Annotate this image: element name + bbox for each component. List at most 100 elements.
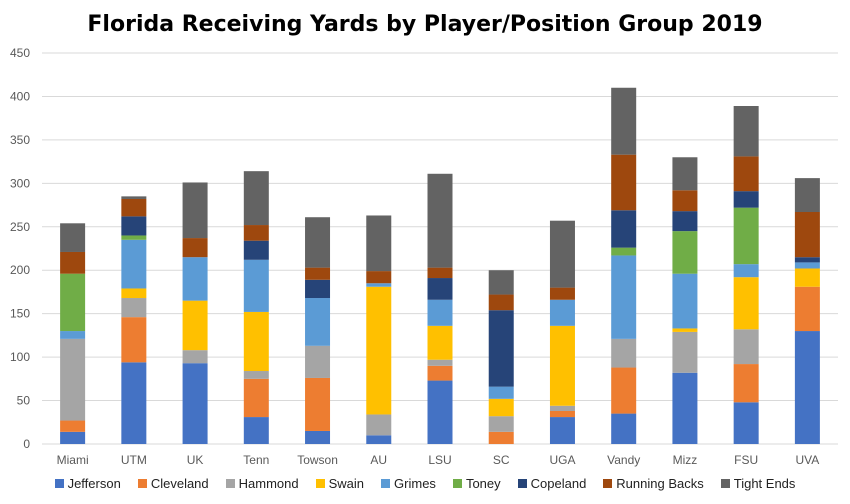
chart-title: Florida Receiving Yards by Player/Positi… [87,12,763,37]
bar-segment [794,331,820,444]
bar-segment [733,207,759,265]
bar-segment [611,338,637,368]
bar-segment [427,380,453,444]
bar-segment [488,416,514,432]
bar-segment [549,220,575,288]
bar-segment [243,371,269,379]
bar-segment [60,223,86,252]
legend-label: Hammond [238,476,299,491]
bar-segment [733,277,759,330]
x-tick-label: Tenn [243,453,269,467]
y-tick-label: 400 [10,89,30,103]
y-tick-label: 300 [10,176,30,190]
bar-segment [611,255,637,339]
x-tick-label: Mizz [673,453,698,467]
bar-segment [549,405,575,411]
legend-item: Hammond [225,476,299,491]
bar-segment [182,238,208,258]
legend-swatch [517,479,527,488]
legend-item: Copeland [517,476,586,491]
bar-segment [305,267,331,280]
legend-swatch [137,479,147,488]
bar-segment [611,413,637,444]
legend-swatch [54,479,64,488]
bar-segment [121,362,147,444]
legend-label: Tight Ends [733,476,796,491]
bar-segment [672,331,698,373]
bar-segment [305,217,331,268]
x-tick-label: UK [187,453,204,467]
bar-segment [427,173,453,268]
legend-label: Running Backs [616,476,704,491]
bar-segment [611,210,637,248]
bar-segment [733,329,759,365]
bar-segment [305,345,331,378]
bar-segment [243,225,269,241]
bar-segment [366,435,392,444]
x-tick-label: FSU [734,453,758,467]
bar-segment [427,365,453,381]
bar-segment [121,288,147,299]
bar-segment [794,212,820,258]
bar-segment [182,363,208,444]
bar-segment [305,298,331,346]
bar-segment [549,417,575,444]
bar-segment [121,198,147,217]
bar-segment [794,262,820,269]
bar-segment [121,196,147,199]
x-tick-label: Vandy [607,453,640,467]
legend-label: Swain [328,476,365,491]
legend-item: Grimes [381,476,436,491]
bar-segment [366,283,392,287]
bar-segment [366,414,392,436]
y-tick-label: 100 [10,350,30,364]
bar-segment [121,235,147,240]
bar-segment [182,350,208,364]
bar-segment [305,377,331,431]
legend-swatch [603,479,613,488]
legend-swatch [381,479,391,488]
bar-segment [733,364,759,403]
bar-segment [427,299,453,326]
bar-segment [672,157,698,191]
bar-segment [488,294,514,311]
bar-segment [488,310,514,387]
bar-segment [672,211,698,232]
bar-segment [182,182,208,239]
y-tick-label: 0 [23,437,30,451]
bar-segment [488,431,514,444]
bar-segment [672,231,698,274]
bar-segment [794,257,820,263]
legend-swatch [225,479,235,488]
bar-segment [366,215,392,272]
legend-swatch [720,479,730,488]
bar-segment [733,156,759,192]
bar-segment [611,154,637,211]
y-tick-label: 450 [10,46,30,60]
legend-label: Toney [465,476,501,491]
x-tick-label: SC [493,453,510,467]
bar-segment [305,430,331,444]
bar-segment [60,251,86,274]
bar-segment [672,372,698,444]
x-tick-label: UVA [795,453,819,467]
bar-segment [60,420,86,432]
y-tick-label: 50 [17,394,31,408]
bar-segment [60,338,86,421]
bar-segment [488,386,514,399]
bar-segment [366,286,392,415]
bar-segment [549,299,575,326]
legend-swatch [315,479,325,488]
legend-swatch [452,479,462,488]
legend: Jefferson Cleveland Hammond Swain Grimes Tone… [0,476,850,491]
bar-segment [243,378,269,418]
bar-segment [60,431,86,444]
bar-segment [672,190,698,212]
bar-segment [121,317,147,363]
legend-label: Jefferson [67,476,121,491]
bar-segment [366,271,392,284]
bar-segment [60,273,86,332]
bar-segment [733,106,759,157]
